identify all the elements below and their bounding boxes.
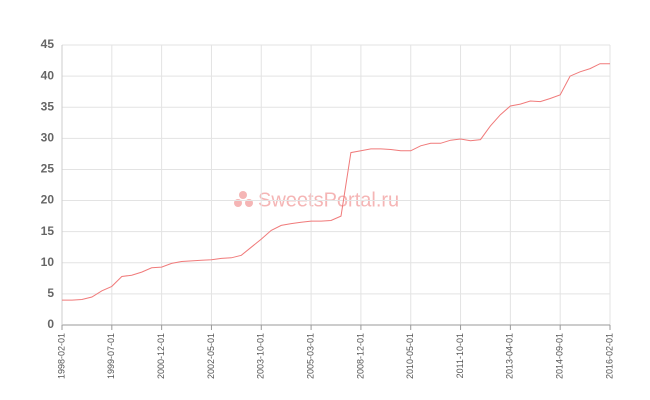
x-tick-label: 1999-07-01 (106, 333, 116, 379)
x-tick-label: 2002-05-01 (206, 333, 216, 379)
x-tick-label: 2005-03-01 (305, 333, 315, 379)
x-tick-label: 2011-10-01 (455, 333, 465, 378)
y-tick-label: 35 (41, 99, 55, 113)
line (62, 63, 610, 301)
y-tick-label: 40 (41, 68, 55, 82)
y-tick-label: 45 (41, 37, 55, 51)
y-tick-label: 15 (41, 224, 55, 238)
y-tick-label: 5 (47, 286, 54, 300)
y-tick-label: 25 (41, 162, 55, 176)
x-tick-label: 2013-04-01 (505, 333, 515, 379)
x-tick-label: 2000-12-01 (156, 333, 166, 379)
x-tick-label: 2008-12-01 (355, 333, 365, 379)
x-tick-label: 1998-02-01 (56, 333, 66, 379)
x-tick-label: 2010-05-01 (405, 333, 415, 379)
y-tick-label: 0 (47, 317, 54, 331)
x-tick-label: 2003-10-01 (256, 333, 266, 379)
y-tick-label: 10 (41, 255, 55, 269)
y-tick-label: 20 (41, 193, 55, 207)
x-tick-label: 2016-02-01 (604, 333, 614, 379)
x-tick-label: 2014-09-01 (555, 333, 565, 379)
watermark-logo (234, 191, 253, 207)
y-tick-label: 30 (41, 131, 55, 145)
